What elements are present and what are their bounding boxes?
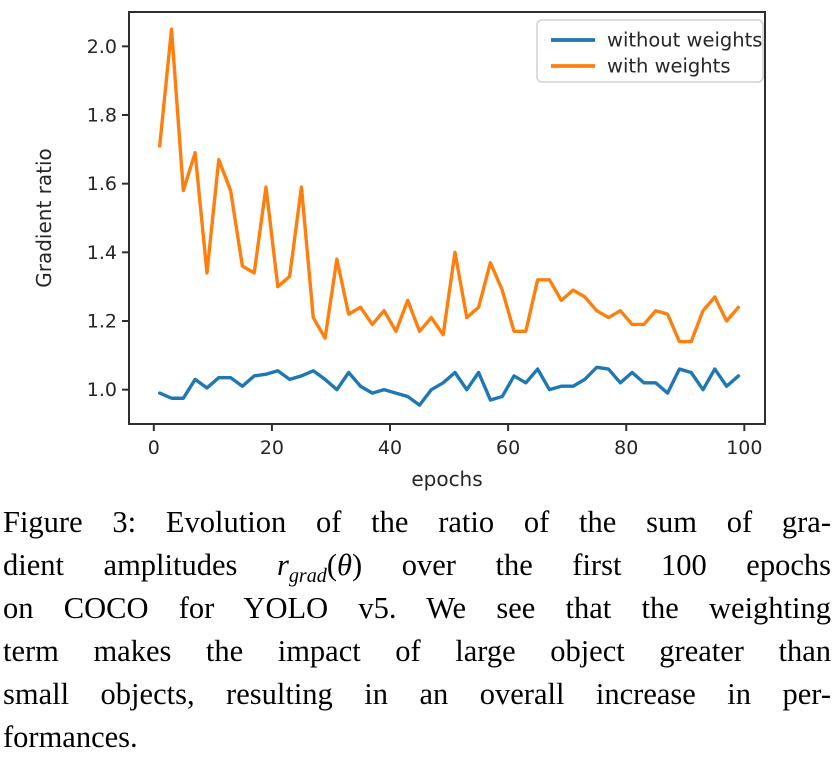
math-open-paren: ( <box>326 548 337 582</box>
math-base-r: r <box>276 548 289 582</box>
legend: without weights with weights <box>536 19 764 83</box>
series-line-with-weights <box>158 27 741 344</box>
y-tick-label: 1.6 <box>87 173 117 195</box>
math-close-paren: ) <box>351 548 363 582</box>
caption-line-4: term makes the impact of large object gr… <box>3 634 831 668</box>
math-theta: θ <box>337 548 352 582</box>
plot-content: 0 20 40 60 80 100 1.0 1.2 1.4 1.6 1.8 2.0 <box>87 11 766 459</box>
legend-label-with-weights: with weights <box>607 55 730 78</box>
caption-line-5: small objects, resulting in an overall i… <box>3 677 831 711</box>
x-tick-label: 80 <box>614 437 638 459</box>
y-tick-label: 1.8 <box>87 105 117 127</box>
x-tick-label: 100 <box>726 437 762 459</box>
x-axis-label: epochs <box>411 467 482 491</box>
x-tick-label: 0 <box>148 437 160 459</box>
y-tick-label: 2.0 <box>87 36 117 58</box>
caption-line-2: dient amplitudes rgrad(θ) over the first… <box>3 544 831 587</box>
y-tick-label: 1.2 <box>87 311 117 333</box>
y-axis-label: Gradient ratio <box>32 148 56 288</box>
line-chart-svg: 0 20 40 60 80 100 1.0 1.2 1.4 1.6 1.8 2.0 epochs Gr… <box>32 11 766 491</box>
caption-line-1: Figure 3: Evolution of the ratio of the … <box>3 505 831 539</box>
caption-line-3: on COCO for YOLO v5. We see that the wei… <box>3 591 831 625</box>
caption-line-2-pre: dient amplitudes <box>3 548 277 582</box>
x-tick-label: 20 <box>260 437 284 459</box>
figure-caption: Figure 3: Evolution of the ratio of the … <box>0 501 834 759</box>
caption-line-6: formances. <box>3 720 138 754</box>
caption-line-2-post: over the first 100 epochs <box>362 548 831 582</box>
x-tick-label: 60 <box>496 437 520 459</box>
plot-border <box>128 11 766 425</box>
y-tick-label: 1.0 <box>87 379 117 401</box>
math-r-grad-theta: rgrad(θ) <box>276 548 363 586</box>
x-tick-label: 40 <box>378 437 402 459</box>
y-tick-label: 1.4 <box>87 242 117 264</box>
figure-chart: 0 20 40 60 80 100 1.0 1.2 1.4 1.6 1.8 2.0 epochs Gr… <box>32 11 766 491</box>
legend-label-without-weights: without weights <box>607 29 762 52</box>
math-subscript-grad: grad <box>288 565 327 588</box>
series-line-without-weights <box>158 365 741 407</box>
